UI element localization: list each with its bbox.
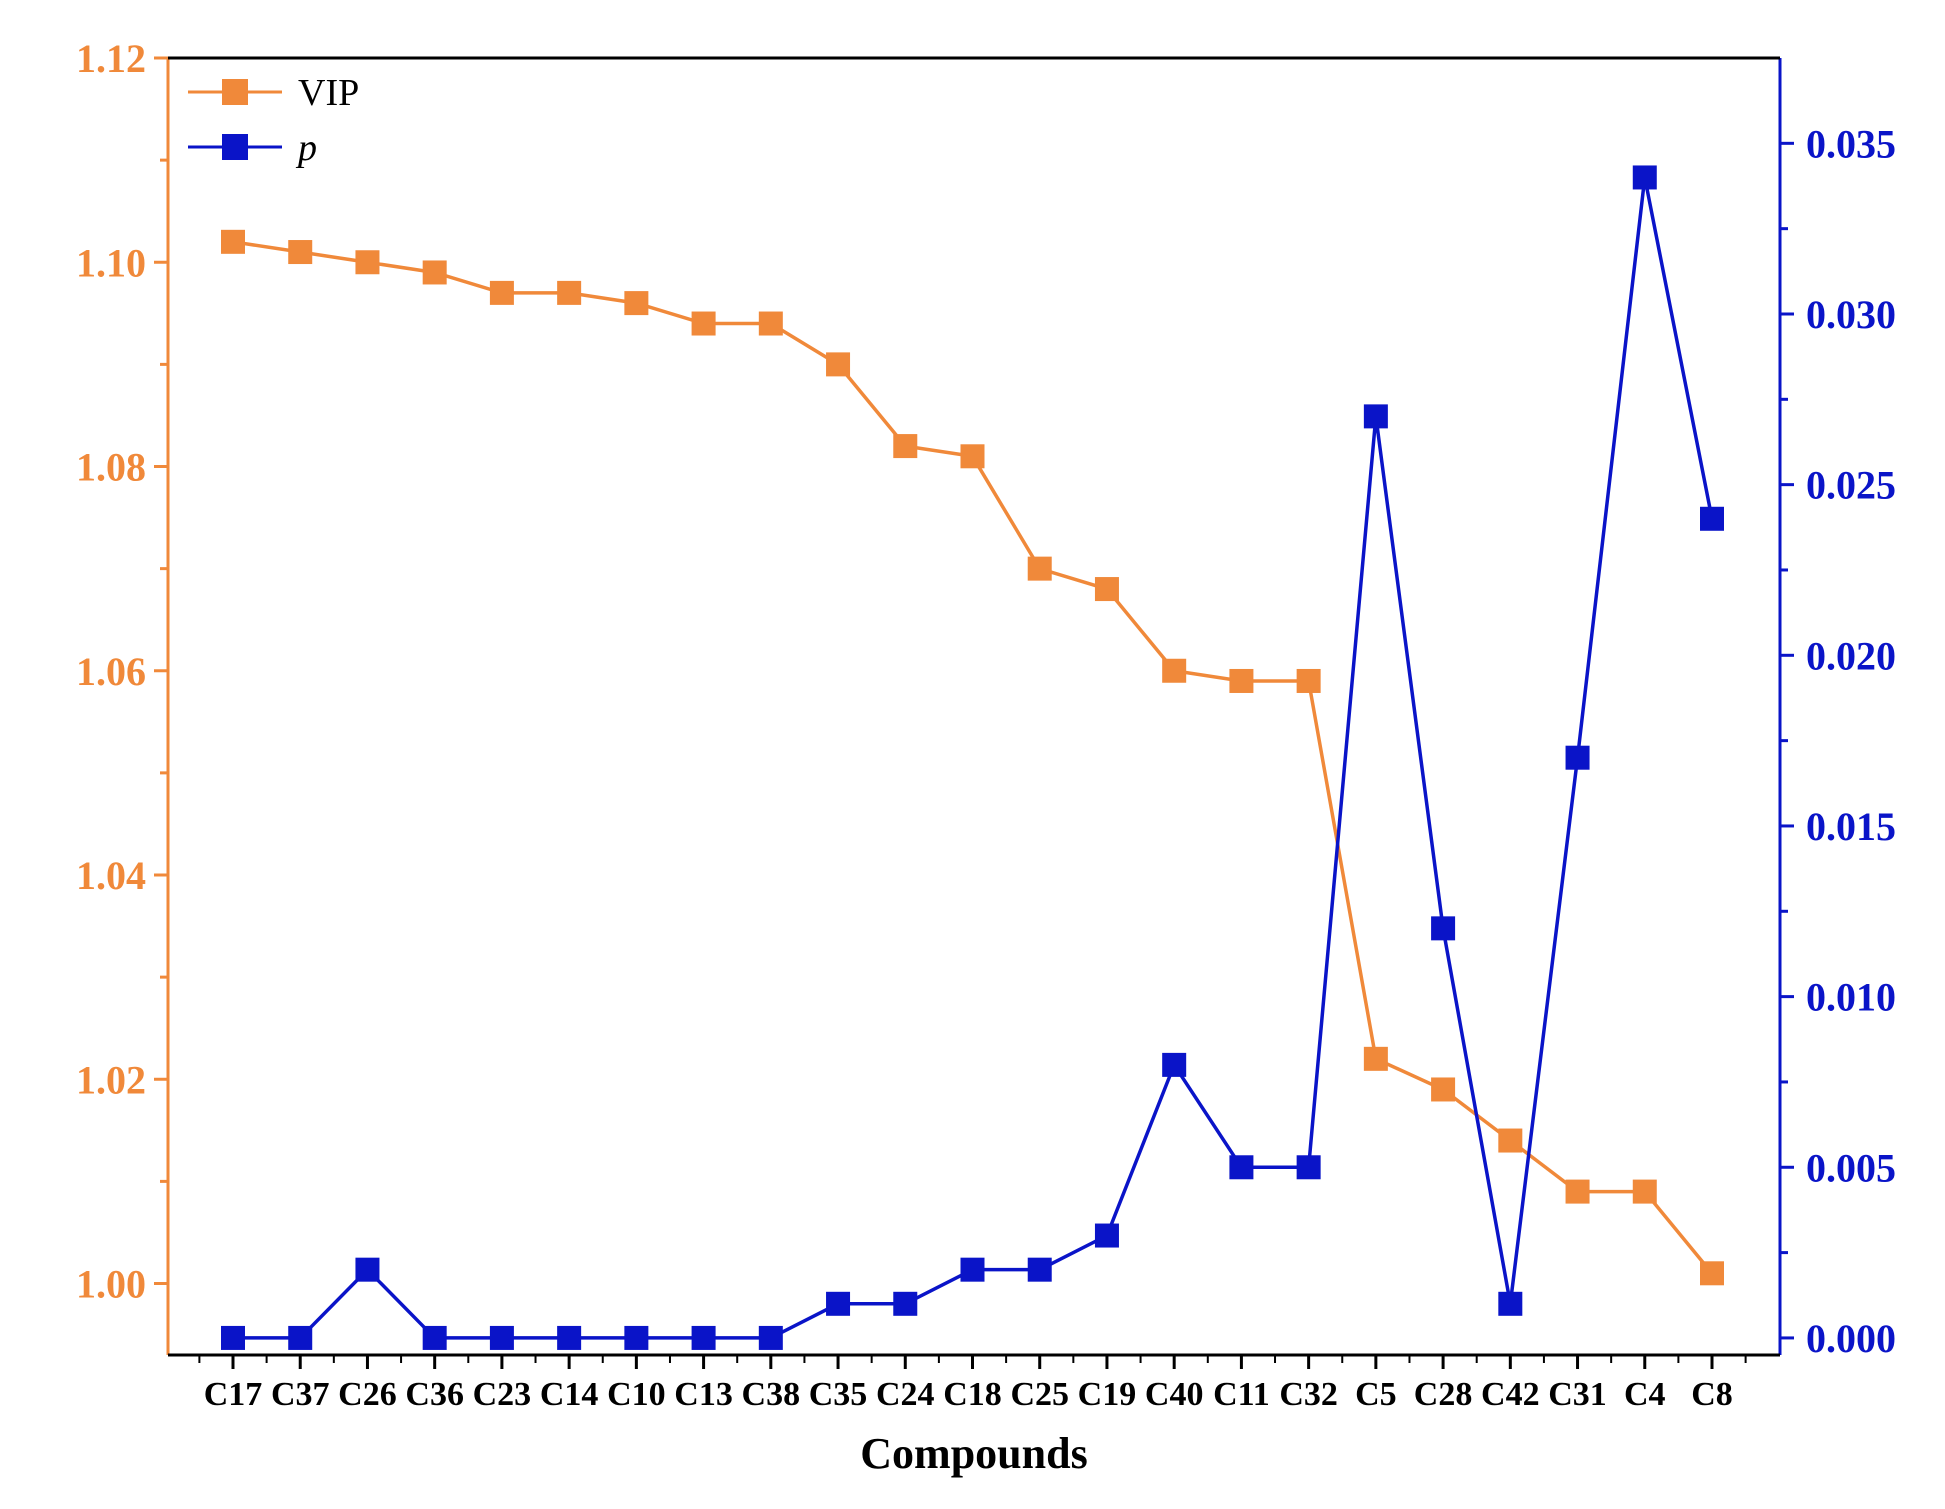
- point-vip-c8: [1700, 1261, 1724, 1286]
- series-line-p: [233, 177, 1714, 1340]
- point-p-c14: [557, 1325, 582, 1350]
- point-vip-c24: [893, 434, 918, 459]
- right-tick-label: 0.010: [1806, 975, 1896, 1020]
- x-tick-label: C26: [338, 1376, 397, 1413]
- left-axis-ticks: 1.00 1.02 1.04 1.06 1.08 1.10 1.12: [76, 36, 168, 1307]
- point-vip-c25: [1027, 556, 1052, 581]
- left-tick-label: 1.12: [76, 36, 146, 81]
- x-tick-label: C14: [540, 1376, 599, 1413]
- point-vip-c38: [758, 311, 783, 336]
- x-tick-label: C23: [473, 1376, 532, 1413]
- point-p-c10: [624, 1325, 649, 1350]
- series-layer: [221, 165, 1724, 1350]
- point-vip-c10: [624, 291, 649, 316]
- point-p-c31: [1565, 745, 1590, 770]
- left-tick-label: 1.00: [76, 1262, 146, 1307]
- point-vip-c5: [1363, 1046, 1388, 1071]
- point-p-c36: [422, 1325, 447, 1350]
- legend-label-p: p: [295, 127, 317, 169]
- right-tick-label: 0.030: [1806, 292, 1896, 337]
- right-axis-ticks: 0.000 0.005 0.010 0.015 0.020 0.025 0.030 0.035: [1780, 121, 1896, 1361]
- left-tick-label: 1.06: [76, 649, 146, 694]
- point-p-c5: [1363, 404, 1388, 429]
- point-vip-c11: [1229, 668, 1254, 693]
- point-vip-c36: [422, 260, 447, 285]
- right-tick-label: 0.020: [1806, 633, 1896, 678]
- x-tick-label: C19: [1078, 1376, 1137, 1413]
- x-tick-label: C36: [405, 1376, 464, 1413]
- x-tick-label: C5: [1355, 1376, 1397, 1413]
- point-vip-c42: [1498, 1128, 1523, 1153]
- x-axis-title: Compounds: [860, 1429, 1087, 1478]
- point-p-c11: [1229, 1155, 1254, 1180]
- point-vip-c14: [557, 280, 582, 305]
- point-vip-c26: [355, 250, 380, 275]
- right-tick-label: 0.035: [1806, 121, 1896, 166]
- right-tick-label: 0.000: [1806, 1316, 1896, 1361]
- legend-marker-p: [222, 134, 248, 160]
- point-vip-c13: [691, 311, 716, 336]
- x-tick-label: C8: [1691, 1376, 1733, 1413]
- x-tick-label: C17: [204, 1376, 263, 1413]
- x-tick-label: C18: [943, 1376, 1002, 1413]
- right-tick-label: 0.025: [1806, 463, 1896, 508]
- point-p-c23: [489, 1325, 514, 1350]
- point-vip-c28: [1431, 1077, 1456, 1102]
- x-tick-label: C13: [674, 1376, 733, 1413]
- x-tick-label: C38: [742, 1376, 801, 1413]
- series-line-vip: [232, 240, 1714, 1275]
- legend: VIP p: [188, 72, 359, 169]
- point-p-c4: [1632, 165, 1657, 190]
- point-vip-c32: [1296, 668, 1321, 693]
- point-p-c28: [1431, 916, 1456, 941]
- x-tick-label: C37: [271, 1376, 330, 1413]
- x-tick-label: C10: [607, 1376, 666, 1413]
- point-p-c38: [758, 1325, 783, 1350]
- left-tick-label: 1.04: [76, 853, 146, 898]
- point-vip-c17: [221, 229, 245, 254]
- x-tick-label: C42: [1481, 1376, 1540, 1413]
- legend-label-vip: VIP: [298, 72, 359, 114]
- point-p-c24: [893, 1291, 918, 1316]
- point-vip-c18: [960, 444, 985, 469]
- left-tick-label: 1.02: [76, 1057, 146, 1102]
- point-vip-c4: [1632, 1179, 1657, 1204]
- point-vip-c19: [1094, 577, 1119, 602]
- point-p-c26: [355, 1257, 380, 1282]
- point-vip-c31: [1565, 1179, 1590, 1204]
- point-p-c35: [826, 1291, 851, 1316]
- x-tick-label: C24: [876, 1376, 935, 1413]
- point-p-c18: [960, 1257, 985, 1282]
- x-tick-label: C4: [1624, 1376, 1666, 1413]
- x-tick-label: C25: [1010, 1376, 1069, 1413]
- right-tick-label: 0.015: [1806, 804, 1896, 849]
- left-tick-label: 1.10: [76, 240, 146, 285]
- point-p-c32: [1296, 1155, 1321, 1180]
- point-p-c42: [1498, 1291, 1523, 1316]
- point-vip-c23: [489, 280, 514, 305]
- legend-marker-vip: [222, 79, 248, 105]
- x-tick-label: C32: [1279, 1376, 1338, 1413]
- x-tick-label: C31: [1548, 1376, 1607, 1413]
- right-tick-label: 0.005: [1806, 1145, 1896, 1190]
- point-vip-c40: [1162, 658, 1187, 683]
- left-tick-label: 1.08: [76, 445, 146, 490]
- x-tick-label: C35: [809, 1376, 868, 1413]
- x-tick-label: C28: [1414, 1376, 1473, 1413]
- point-vip-c37: [288, 240, 313, 265]
- point-vip-c35: [826, 352, 851, 377]
- point-p-c8: [1700, 506, 1724, 531]
- point-p-c19: [1094, 1223, 1119, 1248]
- point-p-c25: [1027, 1257, 1052, 1282]
- x-tick-label: C11: [1213, 1376, 1270, 1413]
- x-tick-label: C40: [1145, 1376, 1204, 1413]
- x-axis-ticks: C17 C37 C26 C36 C23 C14 C10 C13 C38 C35 C24 C18 C25 C…: [198, 1355, 1747, 1413]
- point-p-c40: [1162, 1052, 1187, 1077]
- point-p-c13: [691, 1325, 716, 1350]
- point-p-c17: [221, 1325, 245, 1350]
- point-p-c37: [288, 1325, 313, 1350]
